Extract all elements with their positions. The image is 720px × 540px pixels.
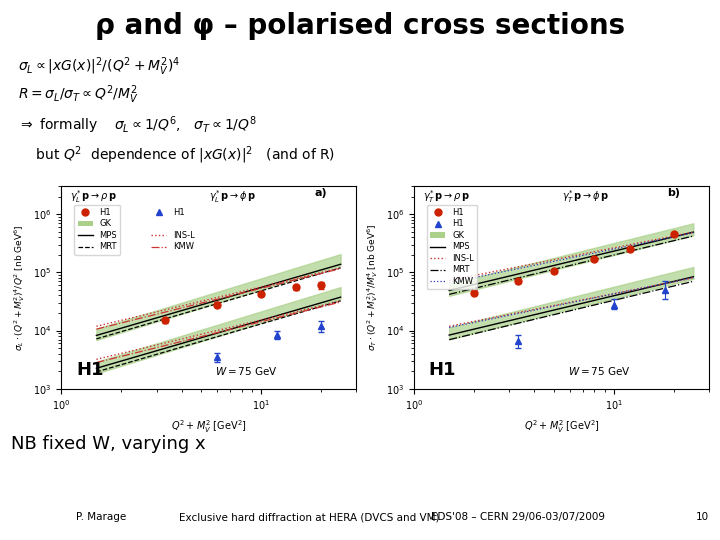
X-axis label: $Q^2+M_V^2$ [GeV$^2$]: $Q^2+M_V^2$ [GeV$^2$] bbox=[171, 418, 247, 435]
Legend: H1, H1, GK, MPS, INS-L, MRT, KMW: H1, H1, GK, MPS, INS-L, MRT, KMW bbox=[427, 205, 477, 289]
Text: P. Marage: P. Marage bbox=[76, 512, 126, 522]
Text: $\gamma^{*}_{T}\,\mathbf{p}\to\rho\,\mathbf{p}$: $\gamma^{*}_{T}\,\mathbf{p}\to\rho\,\mat… bbox=[423, 188, 470, 205]
Text: 10: 10 bbox=[696, 512, 709, 522]
Text: $\sigma_L \propto |xG(x)|^2 / (Q^2 + M_V^2)^4$: $\sigma_L \propto |xG(x)|^2 / (Q^2 + M_V… bbox=[18, 55, 180, 78]
Text: $W = 75$ GeV: $W = 75$ GeV bbox=[567, 364, 631, 376]
Text: Exclusive hard diffraction at HERA (DVCS and VM): Exclusive hard diffraction at HERA (DVCS… bbox=[179, 512, 440, 522]
Legend: H1, , INS-L, KMW: H1, , INS-L, KMW bbox=[148, 205, 198, 255]
Text: H1: H1 bbox=[76, 361, 104, 379]
Text: $\Rightarrow$ formally    $\sigma_L \propto 1/Q^6$,   $\sigma_T \propto 1/Q^8$: $\Rightarrow$ formally $\sigma_L \propto… bbox=[18, 114, 257, 136]
Text: EDS'08 – CERN 29/06-03/07/2009: EDS'08 – CERN 29/06-03/07/2009 bbox=[431, 512, 606, 522]
Text: ρ and φ – polarised cross sections: ρ and φ – polarised cross sections bbox=[95, 12, 625, 39]
Text: but $Q^2$  dependence of $|xG(x)|^2$   (and of R): but $Q^2$ dependence of $|xG(x)|^2$ (and… bbox=[18, 145, 336, 166]
X-axis label: $Q^2+M_V^2$ [GeV$^2$]: $Q^2+M_V^2$ [GeV$^2$] bbox=[523, 418, 600, 435]
Text: NB fixed W, varying x: NB fixed W, varying x bbox=[11, 435, 205, 453]
Text: $\gamma^{*}_{L}\,\mathbf{p}\to\rho\,\mathbf{p}$: $\gamma^{*}_{L}\,\mathbf{p}\to\rho\,\mat… bbox=[70, 188, 117, 205]
Text: $\gamma^{*}_{L}\,\mathbf{p}\to\phi\,\mathbf{p}$: $\gamma^{*}_{L}\,\mathbf{p}\to\phi\,\mat… bbox=[209, 188, 256, 205]
Text: H1: H1 bbox=[428, 361, 456, 379]
Y-axis label: $\sigma_T\cdot(Q^2+M_V^2)^4/M_V^4$ [nb GeV$^6$]: $\sigma_T\cdot(Q^2+M_V^2)^4/M_V^4$ [nb G… bbox=[365, 224, 380, 352]
Y-axis label: $\sigma_L\cdot(Q^2+M_V^2)^4/Q^2$ [nb GeV$^6$]: $\sigma_L\cdot(Q^2+M_V^2)^4/Q^2$ [nb GeV… bbox=[12, 224, 27, 351]
Text: $R = \sigma_L / \sigma_T \propto Q^2 / M_V^2$: $R = \sigma_L / \sigma_T \propto Q^2 / M… bbox=[18, 83, 139, 106]
Text: a): a) bbox=[314, 188, 327, 198]
Text: $W = 75$ GeV: $W = 75$ GeV bbox=[215, 364, 278, 376]
Text: b): b) bbox=[667, 188, 680, 198]
Text: $\gamma^{*}_{T}\,\mathbf{p}\to\phi\,\mathbf{p}$: $\gamma^{*}_{T}\,\mathbf{p}\to\phi\,\mat… bbox=[562, 188, 609, 205]
